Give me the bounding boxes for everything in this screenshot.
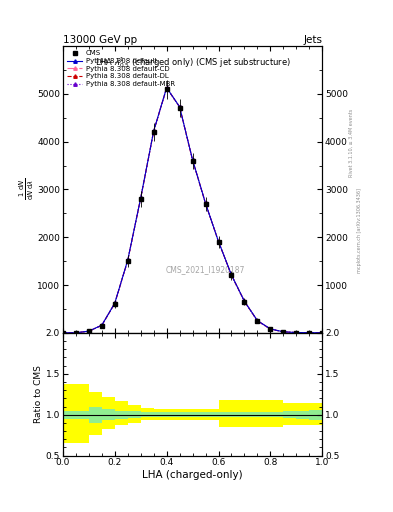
Line: Pythia 8.308 default: Pythia 8.308 default [61, 86, 324, 334]
Pythia 8.308 default-CD [99, 322, 104, 328]
Pythia 8.308 default-MBR [294, 330, 299, 336]
Pythia 8.308 default [268, 326, 273, 332]
Pythia 8.308 default [242, 298, 247, 304]
Pythia 8.308 default-MBR [242, 298, 247, 305]
Pythia 8.308 default-DL [229, 272, 234, 278]
Pythia 8.308 default-CD [216, 239, 221, 245]
Pythia 8.308 default-MBR [177, 104, 182, 110]
Pythia 8.308 default-DL [151, 129, 156, 135]
Pythia 8.308 default-MBR [229, 272, 234, 279]
Pythia 8.308 default-MBR [73, 330, 78, 336]
Pythia 8.308 default [177, 104, 182, 110]
Pythia 8.308 default-CD [294, 330, 299, 336]
Pythia 8.308 default-DL [216, 239, 221, 245]
Pythia 8.308 default [216, 239, 221, 245]
Pythia 8.308 default-DL [190, 157, 195, 163]
Pythia 8.308 default-MBR [138, 195, 143, 201]
Pythia 8.308 default-DL [255, 318, 260, 324]
Pythia 8.308 default-MBR [268, 326, 273, 332]
Line: Pythia 8.308 default-DL: Pythia 8.308 default-DL [61, 86, 324, 334]
Text: 13000 GeV pp: 13000 GeV pp [63, 35, 137, 45]
Pythia 8.308 default-MBR [86, 328, 91, 334]
Text: Jets: Jets [303, 35, 322, 45]
Pythia 8.308 default [294, 329, 299, 335]
Pythia 8.308 default [255, 317, 260, 324]
Pythia 8.308 default-CD [229, 272, 234, 278]
Pythia 8.308 default [99, 322, 104, 328]
Pythia 8.308 default-DL [242, 298, 247, 305]
Pythia 8.308 default-CD [164, 84, 169, 91]
Pythia 8.308 default-DL [99, 322, 104, 328]
Text: Rivet 3.1.10, ≥ 3.4M events: Rivet 3.1.10, ≥ 3.4M events [349, 109, 354, 178]
Pythia 8.308 default-CD [268, 326, 273, 332]
Pythia 8.308 default-CD [61, 330, 65, 336]
Pythia 8.308 default-CD [138, 195, 143, 201]
Pythia 8.308 default-DL [112, 301, 117, 307]
Pythia 8.308 default-DL [294, 330, 299, 336]
Pythia 8.308 default [203, 200, 208, 206]
Pythia 8.308 default-MBR [99, 323, 104, 329]
Pythia 8.308 default-DL [164, 85, 169, 91]
Pythia 8.308 default-CD [151, 128, 156, 134]
Pythia 8.308 default-DL [177, 104, 182, 110]
Pythia 8.308 default-DL [307, 330, 312, 336]
Pythia 8.308 default-MBR [255, 318, 260, 324]
Pythia 8.308 default-MBR [307, 330, 312, 336]
Pythia 8.308 default-CD [242, 298, 247, 305]
Pythia 8.308 default [86, 328, 91, 334]
Pythia 8.308 default [229, 272, 234, 278]
Text: CMS_2021_I1920187: CMS_2021_I1920187 [166, 265, 245, 274]
Pythia 8.308 default-DL [73, 330, 78, 336]
Legend: CMS, Pythia 8.308 default, Pythia 8.308 default-CD, Pythia 8.308 default-DL, Pyt: CMS, Pythia 8.308 default, Pythia 8.308 … [65, 48, 177, 89]
Pythia 8.308 default [73, 330, 78, 336]
X-axis label: LHA (charged-only): LHA (charged-only) [142, 470, 243, 480]
Pythia 8.308 default-CD [112, 300, 117, 306]
Pythia 8.308 default-DL [125, 258, 130, 264]
Line: Pythia 8.308 default-MBR: Pythia 8.308 default-MBR [61, 86, 324, 334]
Pythia 8.308 default [125, 257, 130, 263]
Pythia 8.308 default [61, 330, 65, 336]
Pythia 8.308 default-DL [281, 329, 286, 335]
Pythia 8.308 default-MBR [112, 301, 117, 307]
Pythia 8.308 default-CD [281, 329, 286, 335]
Pythia 8.308 default-DL [203, 200, 208, 206]
Pythia 8.308 default-DL [320, 330, 325, 336]
Pythia 8.308 default [320, 330, 325, 336]
Pythia 8.308 default-MBR [281, 329, 286, 335]
Pythia 8.308 default-MBR [203, 201, 208, 207]
Pythia 8.308 default [151, 128, 156, 134]
Pythia 8.308 default-CD [320, 330, 325, 336]
Pythia 8.308 default-MBR [190, 157, 195, 163]
Pythia 8.308 default-CD [190, 157, 195, 163]
Pythia 8.308 default [281, 329, 286, 335]
Pythia 8.308 default-DL [61, 330, 65, 336]
Pythia 8.308 default-MBR [61, 330, 65, 336]
Pythia 8.308 default-CD [307, 330, 312, 336]
Y-axis label: Ratio to CMS: Ratio to CMS [34, 365, 43, 423]
Pythia 8.308 default [112, 300, 117, 306]
Line: Pythia 8.308 default-CD: Pythia 8.308 default-CD [61, 86, 324, 334]
Pythia 8.308 default-CD [255, 317, 260, 324]
Pythia 8.308 default-DL [268, 326, 273, 332]
Pythia 8.308 default-MBR [216, 239, 221, 245]
Pythia 8.308 default [164, 84, 169, 91]
Pythia 8.308 default [190, 157, 195, 163]
Y-axis label: $\frac{1}{\mathrm{d}N}\frac{\mathrm{d}N}{\mathrm{d}\lambda}$: $\frac{1}{\mathrm{d}N}\frac{\mathrm{d}N}… [17, 178, 36, 201]
Pythia 8.308 default [307, 330, 312, 336]
Text: mcplots.cern.ch [arXiv:1306.3436]: mcplots.cern.ch [arXiv:1306.3436] [357, 188, 362, 273]
Pythia 8.308 default-DL [86, 328, 91, 334]
Pythia 8.308 default-CD [177, 104, 182, 110]
Text: LHA $\lambda^{1}_{0.5}$ (charged only) (CMS jet substructure): LHA $\lambda^{1}_{0.5}$ (charged only) (… [95, 55, 290, 70]
Pythia 8.308 default-DL [138, 195, 143, 201]
Pythia 8.308 default-MBR [164, 85, 169, 91]
Pythia 8.308 default-CD [73, 330, 78, 336]
Pythia 8.308 default-CD [125, 257, 130, 263]
Pythia 8.308 default-CD [86, 328, 91, 334]
Pythia 8.308 default [138, 195, 143, 201]
Pythia 8.308 default-CD [203, 200, 208, 206]
Pythia 8.308 default-MBR [125, 258, 130, 264]
Pythia 8.308 default-MBR [320, 330, 325, 336]
Pythia 8.308 default-MBR [151, 129, 156, 135]
